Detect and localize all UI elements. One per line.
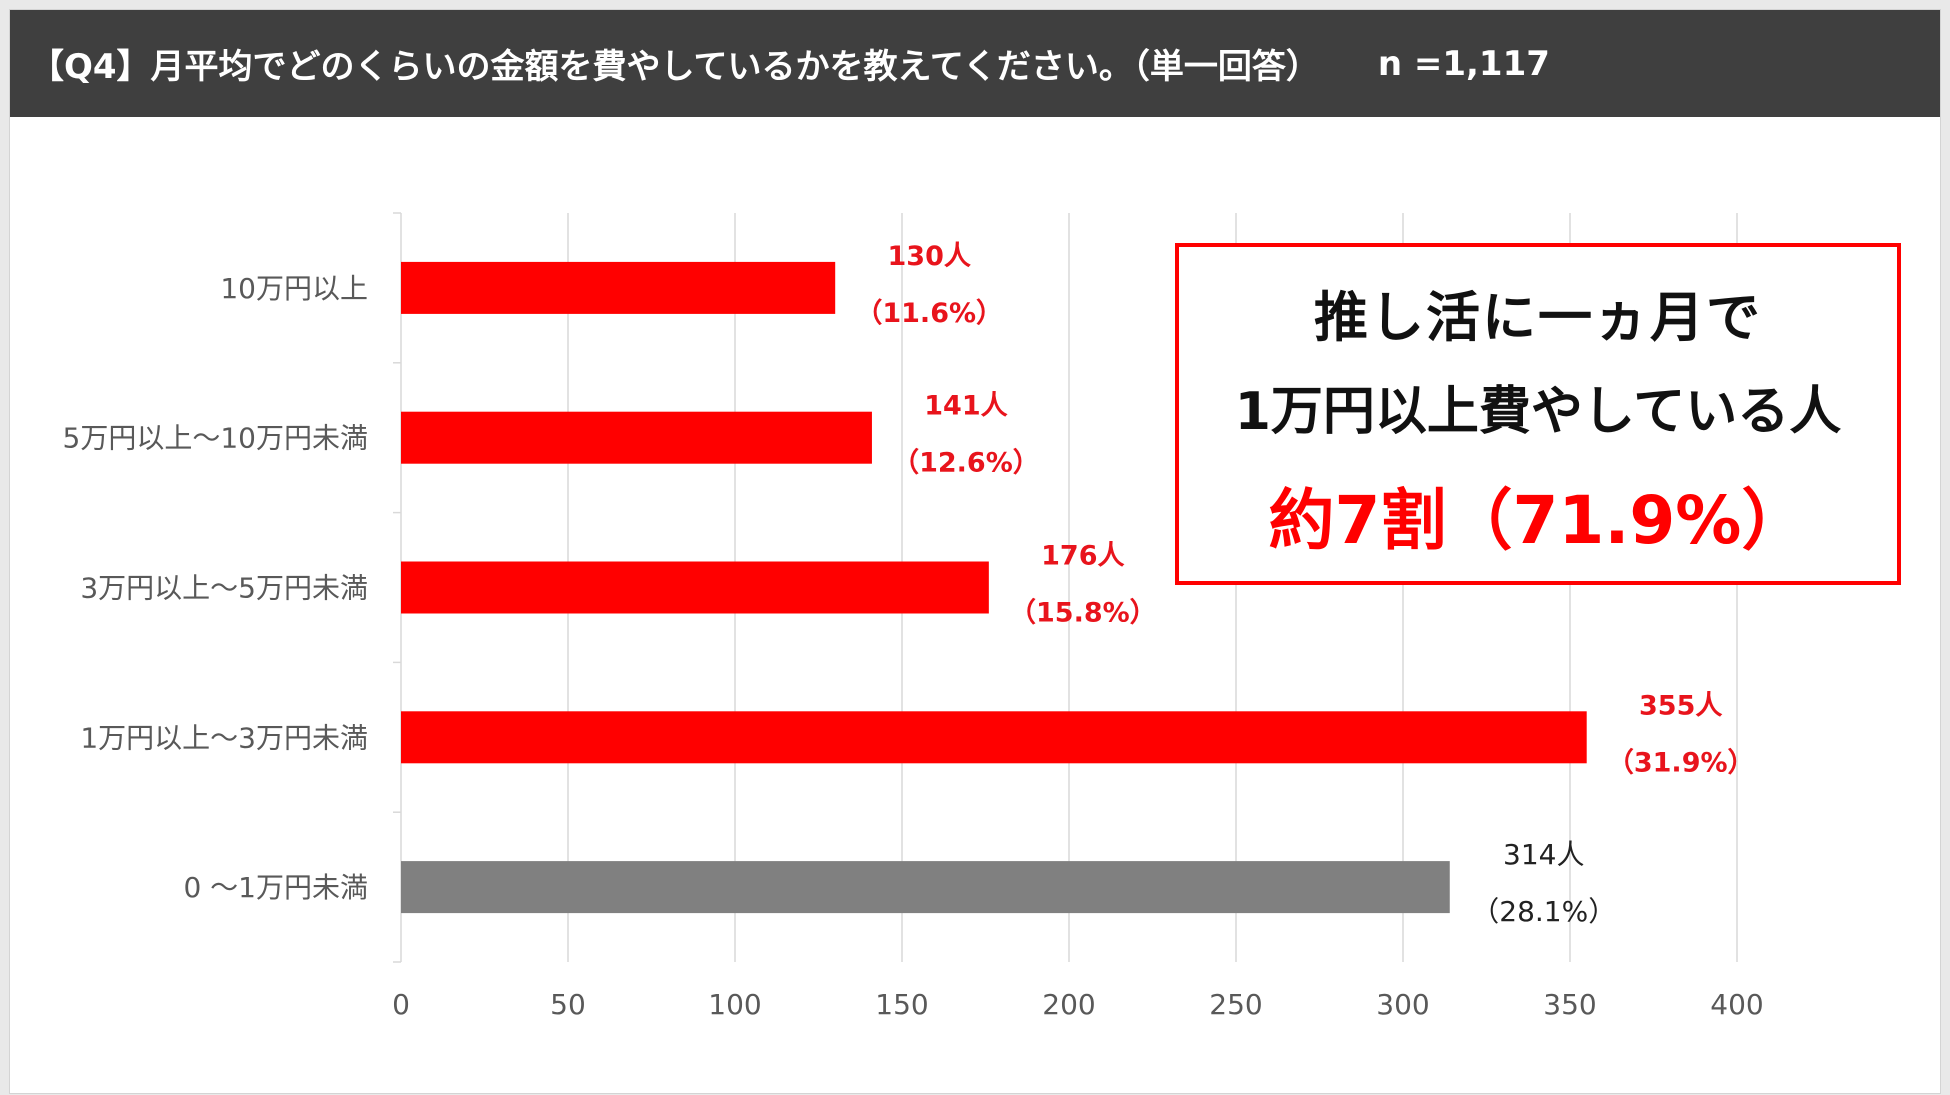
category-label-4: 0 ～1万円未満 <box>183 871 368 904</box>
count-label-0: 130人 <box>888 241 971 272</box>
count-label-1: 141人 <box>924 391 1007 422</box>
bar-3 <box>401 711 1587 764</box>
category-label-0: 10万円以上 <box>220 272 368 305</box>
header-bar: 【Q4】月平均でどのくらいの金額を費やしているかを教えてください。（単一回答） … <box>10 10 1940 117</box>
count-label-3: 355人 <box>1639 690 1722 721</box>
category-label-3: 1万円以上～3万円未満 <box>80 721 368 754</box>
x-tick-label-3: 150 <box>875 988 928 1021</box>
category-label-1: 5万円以上～10万円未満 <box>63 422 368 455</box>
x-tick-label-0: 0 <box>392 988 410 1021</box>
percent-label-4: （28.1%） <box>1471 895 1616 928</box>
bar-2 <box>401 561 989 614</box>
bar-0 <box>401 261 836 314</box>
callout-line-1: 推し活に一ヵ月で <box>1314 286 1762 349</box>
x-tick-label-1: 50 <box>550 988 586 1021</box>
x-tick-label-2: 100 <box>708 988 761 1021</box>
percent-label-3: （31.9%） <box>1607 747 1755 778</box>
bar-4 <box>401 861 1450 914</box>
percent-label-2: （15.8%） <box>1009 598 1157 629</box>
bar-1 <box>401 411 872 464</box>
count-label-2: 176人 <box>1041 541 1124 572</box>
question-title: 【Q4】月平均でどのくらいの金額を費やしているかを教えてください。（単一回答） <box>30 47 1320 87</box>
summary-callout: 推し活に一ヵ月で 1万円以上費やしている人 約7割（71.9%） <box>1175 243 1901 585</box>
category-label-2: 3万円以上～5万円未満 <box>80 572 368 605</box>
x-tick-label-5: 250 <box>1209 988 1262 1021</box>
x-tick-label-8: 400 <box>1710 988 1763 1021</box>
x-tick-label-7: 350 <box>1543 988 1596 1021</box>
callout-line-2: 1万円以上費やしている人 <box>1234 382 1842 442</box>
percent-label-1: （12.6%） <box>892 448 1040 479</box>
callout-highlight: 約7割（71.9%） <box>1268 482 1808 559</box>
x-tick-label-6: 300 <box>1376 988 1429 1021</box>
sample-size: n =1,117 <box>1377 43 1550 84</box>
x-tick-label-4: 200 <box>1042 988 1095 1021</box>
percent-label-0: （11.6%） <box>855 298 1003 329</box>
count-label-4: 314人 <box>1503 838 1584 871</box>
